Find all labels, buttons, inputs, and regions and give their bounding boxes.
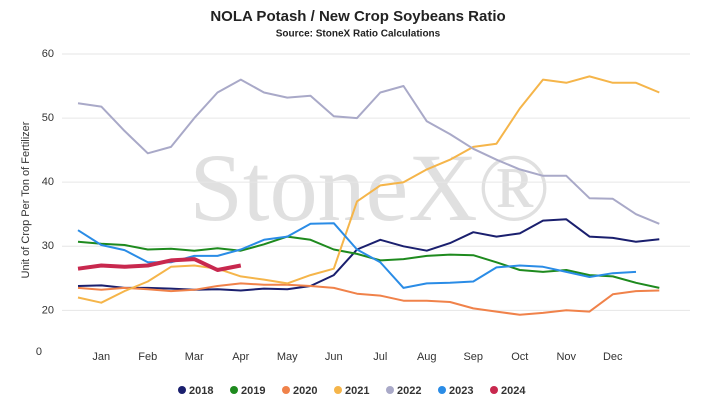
legend-label: 2024 [501, 385, 526, 397]
x-tick-label: Mar [185, 351, 204, 363]
legend-marker [230, 386, 238, 394]
legend-marker [178, 386, 186, 394]
legend-label: 2022 [397, 385, 421, 397]
x-tick-label: Oct [511, 351, 528, 363]
x-tick-label: Nov [556, 351, 576, 363]
chart-title: NOLA Potash / New Crop Soybeans Ratio [210, 8, 505, 25]
series-line [77, 282, 660, 316]
legend-marker [438, 386, 446, 394]
series-line [77, 75, 660, 304]
x-tick-label: Dec [603, 351, 623, 363]
watermark: StoneX® [190, 134, 551, 241]
legend-marker [490, 386, 498, 394]
x-tick-label: Jan [92, 351, 110, 363]
x-tick-label: Apr [232, 351, 249, 363]
x-tick-label: Sep [463, 351, 483, 363]
y-tick-label: 30 [42, 240, 54, 252]
legend-label: 2019 [241, 385, 265, 397]
series-line [77, 78, 660, 225]
legend-marker [334, 386, 342, 394]
legend-label: 2020 [293, 385, 317, 397]
x-tick-label: Feb [138, 351, 157, 363]
y-axis-label: Unit of Crop Per Ton of Fertilizer [20, 121, 32, 278]
series-line [77, 257, 242, 272]
x-tick-label: May [277, 351, 298, 363]
chart-subtitle: Source: StoneX Ratio Calculations [276, 29, 441, 40]
legend-marker [282, 386, 290, 394]
y-tick-label: 40 [42, 176, 54, 188]
x-tick-label: Jun [325, 351, 343, 363]
x-tick-label: Aug [417, 351, 437, 363]
legend-marker [386, 386, 394, 394]
legend-label: 2023 [449, 385, 473, 397]
legend-label: 2021 [345, 385, 369, 397]
x-tick-label: Jul [373, 351, 387, 363]
corner-label: 0 [36, 346, 42, 358]
y-tick-label: 60 [42, 48, 54, 60]
y-tick-label: 20 [42, 304, 54, 316]
series-line [77, 218, 660, 292]
y-tick-label: 50 [42, 112, 54, 124]
legend-label: 2018 [189, 385, 213, 397]
